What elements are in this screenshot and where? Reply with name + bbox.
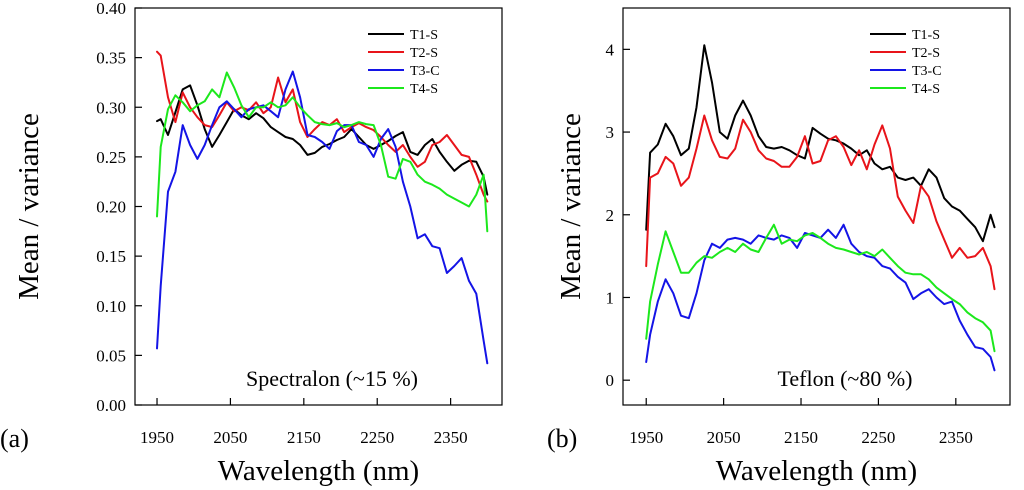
x-tick-label: 2050 <box>213 428 247 447</box>
y-tick-label: 0.35 <box>96 49 126 68</box>
legend-label-t3-c: T3-C <box>912 64 942 79</box>
series-line-t2-s <box>156 50 489 203</box>
legend-label-t3-c: T3-C <box>410 64 440 79</box>
plot-frame <box>134 7 503 406</box>
series-line-t3-c <box>645 223 996 372</box>
panel-b-teflon-chart: 0 1 2 3 4 1950 2050 2150 2250 2350 T1-S T2-S T3-C T4-… <box>547 7 1011 487</box>
x-tick-label: 2350 <box>939 428 973 447</box>
x-tick-label: 2250 <box>861 428 895 447</box>
x-tick-label: 2050 <box>707 428 741 447</box>
y-tick-label: 0.40 <box>96 0 126 18</box>
series-line-t1-s <box>645 44 996 243</box>
x-tick-label: 1950 <box>629 428 663 447</box>
x-tick-label: 2150 <box>784 428 818 447</box>
x-axis-title: Wavelength (nm) <box>716 455 917 487</box>
series-line-t3-c <box>156 70 489 365</box>
y-tick-label: 0.10 <box>96 297 126 316</box>
x-axis-title: Wavelength (nm) <box>218 455 419 487</box>
y-tick-label: 4 <box>606 40 615 59</box>
legend: T1-S T2-S T3-C T4-S <box>870 28 942 97</box>
y-tick-label: 1 <box>606 288 615 307</box>
legend-label-t4-s: T4-S <box>912 82 940 97</box>
material-annotation: Spectralon (~15 %) <box>246 366 418 391</box>
y-tick-label: 0.00 <box>96 396 126 415</box>
legend-label-t4-s: T4-S <box>410 82 438 97</box>
y-tick-label: 0.15 <box>96 247 126 266</box>
x-tick-label: 2250 <box>360 428 394 447</box>
x-tick-label: 2150 <box>287 428 321 447</box>
y-tick-label: 0 <box>606 371 615 390</box>
panel-a-spectralon-chart: 0.00 0.05 0.10 0.15 0.20 0.25 0.30 0.35 0.40 1950… <box>0 0 503 487</box>
series-line-t4-s <box>645 223 996 353</box>
y-tick-label: 2 <box>606 206 615 225</box>
y-tick-label: 0.20 <box>96 198 126 217</box>
legend-label-t1-s: T1-S <box>912 28 940 43</box>
y-tick-label: 0.05 <box>96 346 126 365</box>
x-tick-label: 1950 <box>140 428 174 447</box>
y-tick-label: 0.30 <box>96 98 126 117</box>
panel-label: (a) <box>0 424 29 453</box>
material-annotation: Teflon (~80 %) <box>778 366 913 391</box>
y-axis-title: Mean / variance <box>555 113 587 300</box>
series-line-t2-s <box>645 114 996 291</box>
series-line-t4-s <box>156 71 489 233</box>
y-axis-title: Mean / variance <box>13 113 45 300</box>
x-tick-label: 2350 <box>434 428 468 447</box>
legend-label-t2-s: T2-S <box>410 46 438 61</box>
legend-label-t2-s: T2-S <box>912 46 940 61</box>
panel-label: (b) <box>547 424 577 453</box>
legend: T1-S T2-S T3-C T4-S <box>368 28 440 97</box>
legend-label-t1-s: T1-S <box>410 28 438 43</box>
y-tick-label: 0.25 <box>96 148 126 167</box>
y-tick-label: 3 <box>606 123 615 142</box>
plot-frame <box>622 7 1011 406</box>
